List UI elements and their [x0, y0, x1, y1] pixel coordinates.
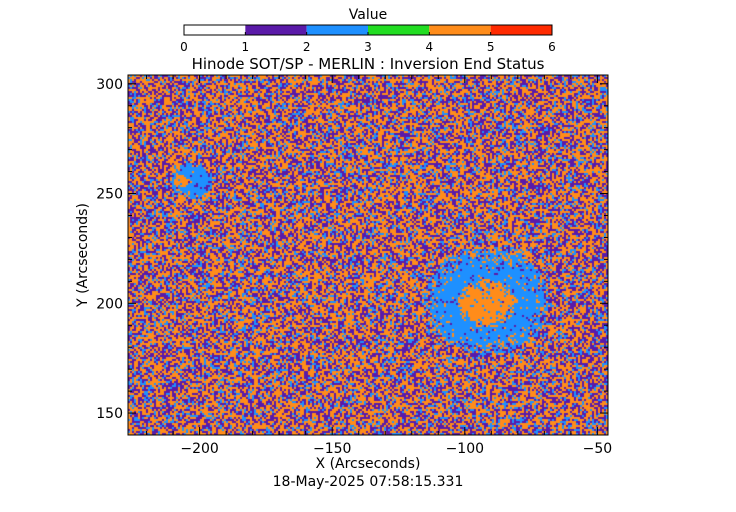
y-tick-label: 250 — [96, 187, 123, 203]
x-axis-label: X (Arcseconds) — [316, 456, 421, 472]
chart-title: Hinode SOT/SP - MERLIN : Inversion End S… — [192, 55, 545, 73]
timestamp: 18-May-2025 07:58:15.331 — [273, 474, 464, 490]
colorbar-tick-label: 3 — [364, 40, 372, 54]
x-axis: −200 −150 −100 −50 — [146, 75, 613, 457]
colorbar-tick-label: 2 — [303, 40, 311, 54]
colorbar-tick-label: 5 — [487, 40, 495, 54]
y-axis: 150 200 250 300 — [96, 77, 608, 422]
x-tick-label: −150 — [313, 441, 351, 457]
colorbar-label: Value — [349, 7, 387, 23]
colorbar-tick-label: 6 — [548, 40, 556, 54]
y-axis-label: Y (Arcseconds) — [75, 203, 91, 308]
plot-area — [127, 74, 609, 436]
colorbar-ticks: 0 1 2 3 4 5 6 — [180, 32, 556, 54]
colorbar-bin-2 — [306, 25, 368, 35]
colorbar-bin-5 — [490, 25, 552, 35]
colorbar-bin-1 — [245, 25, 307, 35]
plot-frame — [127, 74, 609, 436]
y-tick-label: 300 — [96, 77, 123, 93]
colorbar-tick-label: 4 — [426, 40, 434, 54]
colorbar-bin-4 — [429, 25, 491, 35]
colorbar-tick-label: 1 — [242, 40, 250, 54]
colorbar-bin-3 — [368, 25, 430, 35]
colorbar-tick-label: 0 — [180, 40, 188, 54]
colorbar-bin-0 — [184, 25, 246, 35]
x-tick-label: −50 — [583, 441, 613, 457]
x-tick-label: −200 — [180, 441, 218, 457]
x-tick-label: −100 — [446, 441, 484, 457]
status-heatmap-image — [128, 75, 608, 435]
y-tick-label: 200 — [96, 296, 123, 312]
y-tick-label: 150 — [96, 406, 123, 422]
